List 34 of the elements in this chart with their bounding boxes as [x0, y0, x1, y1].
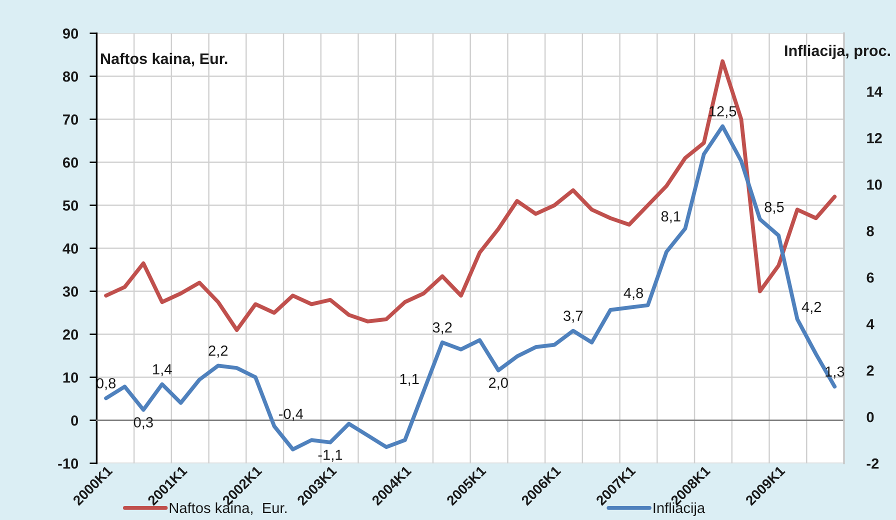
y-tick-label: 10	[63, 372, 78, 383]
y2-tick-label: 6	[866, 272, 874, 283]
data-label: 1,4	[153, 364, 172, 376]
y-axis-title: Naftos kaina, Eur.	[101, 52, 228, 66]
y2-tick-label: 14	[867, 86, 882, 97]
data-label: 3,2	[432, 322, 452, 334]
data-label: 2,0	[488, 378, 508, 390]
y2-tick-label: 4	[866, 319, 874, 330]
data-label: 4,8	[624, 288, 644, 300]
y-tick-label: 0	[71, 415, 78, 426]
y-tick-label: 20	[62, 329, 78, 340]
y-tick-label: -10	[58, 458, 78, 469]
data-label: 8,1	[661, 211, 680, 224]
y-tick-label: 80	[62, 71, 78, 82]
y-tick-label: 70	[63, 114, 78, 125]
y2-tick-label: -2	[866, 458, 879, 469]
y-tick-label: 50	[62, 200, 78, 211]
y-tick-label: 30	[62, 286, 78, 297]
y-tick-label: 90	[62, 28, 78, 39]
data-label: 3,7	[564, 310, 583, 323]
y2-tick-label: 0	[866, 412, 874, 422]
data-label: 8,5	[764, 202, 784, 214]
y2-tick-label: 12	[867, 132, 882, 144]
y2-tick-label: 2	[866, 365, 874, 376]
y-tick-label: 60	[62, 157, 78, 168]
data-label: 2,2	[208, 346, 228, 358]
data-label: -1,1	[318, 450, 342, 462]
y2-tick-label: 10	[867, 179, 882, 190]
data-label: 4,2	[802, 302, 821, 314]
y2-axis-title: Infliacija, proc.	[785, 44, 890, 60]
y-tick-label: 40	[62, 243, 78, 254]
data-label: -0,4	[279, 408, 304, 421]
data-label: 1,1	[400, 374, 419, 386]
y2-tick-label: 8	[866, 226, 874, 236]
